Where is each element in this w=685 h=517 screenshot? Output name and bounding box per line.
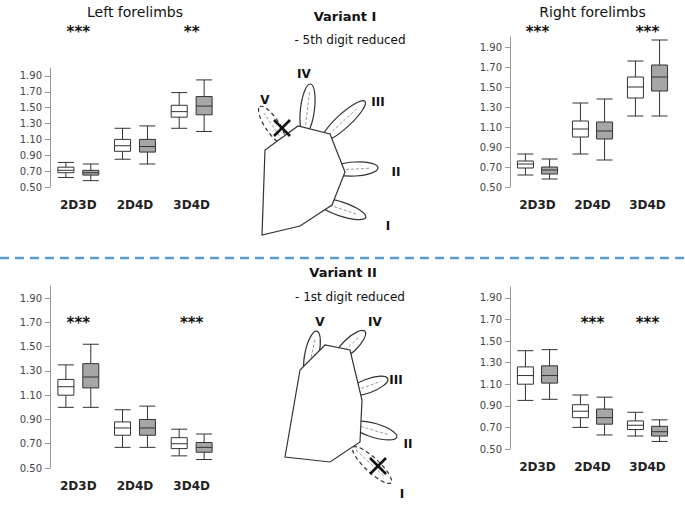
svg-text:1.50: 1.50 [480,82,502,93]
svg-text:1.30: 1.30 [480,102,502,113]
svg-text:3D4D: 3D4D [173,198,210,212]
svg-text:***: *** [180,314,204,332]
svg-text:2D4D: 2D4D [574,460,611,474]
svg-text:I: I [400,487,404,501]
svg-text:0.70: 0.70 [20,166,42,177]
svg-text:1.70: 1.70 [20,317,42,328]
svg-text:- 5th digit reduced: - 5th digit reduced [294,33,405,47]
svg-text:1.70: 1.70 [20,86,42,97]
svg-text:0.90: 0.90 [480,400,502,411]
svg-text:2D4D: 2D4D [574,198,611,212]
svg-text:1.90: 1.90 [480,42,502,53]
svg-text:***: *** [581,314,605,332]
svg-text:**: ** [184,23,200,41]
svg-text:1.30: 1.30 [480,357,502,368]
svg-text:II: II [404,437,413,451]
svg-text:1.90: 1.90 [20,293,42,304]
svg-text:I: I [386,219,390,233]
svg-text:1.10: 1.10 [480,379,502,390]
svg-text:1.10: 1.10 [20,390,42,401]
svg-text:2D3D: 2D3D [60,479,97,493]
svg-text:0.90: 0.90 [480,142,502,153]
svg-text:0.50: 0.50 [20,182,42,193]
svg-text:1.90: 1.90 [20,70,42,81]
svg-text:2D4D: 2D4D [117,198,154,212]
svg-text:0.90: 0.90 [20,414,42,425]
svg-text:***: *** [526,23,550,41]
svg-text:1.30: 1.30 [20,365,42,376]
svg-text:- 1st digit reduced: - 1st digit reduced [295,290,405,304]
svg-text:0.70: 0.70 [480,162,502,173]
svg-text:3D4D: 3D4D [173,479,210,493]
svg-text:***: *** [636,23,660,41]
svg-text:1.50: 1.50 [20,102,42,113]
svg-text:V: V [260,93,270,107]
svg-text:1.10: 1.10 [20,134,42,145]
svg-text:0.50: 0.50 [480,182,502,193]
svg-text:2D3D: 2D3D [519,198,556,212]
svg-text:V: V [315,315,325,329]
svg-text:0.70: 0.70 [20,438,42,449]
svg-text:1.90: 1.90 [480,292,502,303]
svg-text:III: III [371,95,384,109]
svg-text:0.70: 0.70 [480,422,502,433]
svg-text:3D4D: 3D4D [629,460,666,474]
svg-text:***: *** [636,314,660,332]
svg-text:1.70: 1.70 [480,62,502,73]
svg-text:IV: IV [368,315,382,329]
svg-text:***: *** [67,314,91,332]
svg-text:1.50: 1.50 [480,336,502,347]
svg-text:III: III [389,373,402,387]
svg-text:1.30: 1.30 [20,118,42,129]
svg-text:Variant I: Variant I [314,9,377,24]
svg-text:2D3D: 2D3D [60,198,97,212]
svg-text:IV: IV [297,67,311,81]
svg-text:***: *** [67,23,91,41]
svg-text:1.10: 1.10 [480,122,502,133]
svg-text:II: II [392,165,401,179]
svg-text:0.50: 0.50 [480,444,502,455]
svg-text:3D4D: 3D4D [629,198,666,212]
svg-text:0.50: 0.50 [20,463,42,474]
svg-text:2D3D: 2D3D [519,460,556,474]
svg-text:Left forelimbs: Left forelimbs [87,4,183,20]
svg-text:1.70: 1.70 [480,314,502,325]
svg-text:0.90: 0.90 [20,150,42,161]
svg-text:Variant II: Variant II [309,265,376,280]
svg-text:Right forelimbs: Right forelimbs [539,4,645,20]
svg-text:2D4D: 2D4D [117,479,154,493]
svg-text:1.50: 1.50 [20,341,42,352]
